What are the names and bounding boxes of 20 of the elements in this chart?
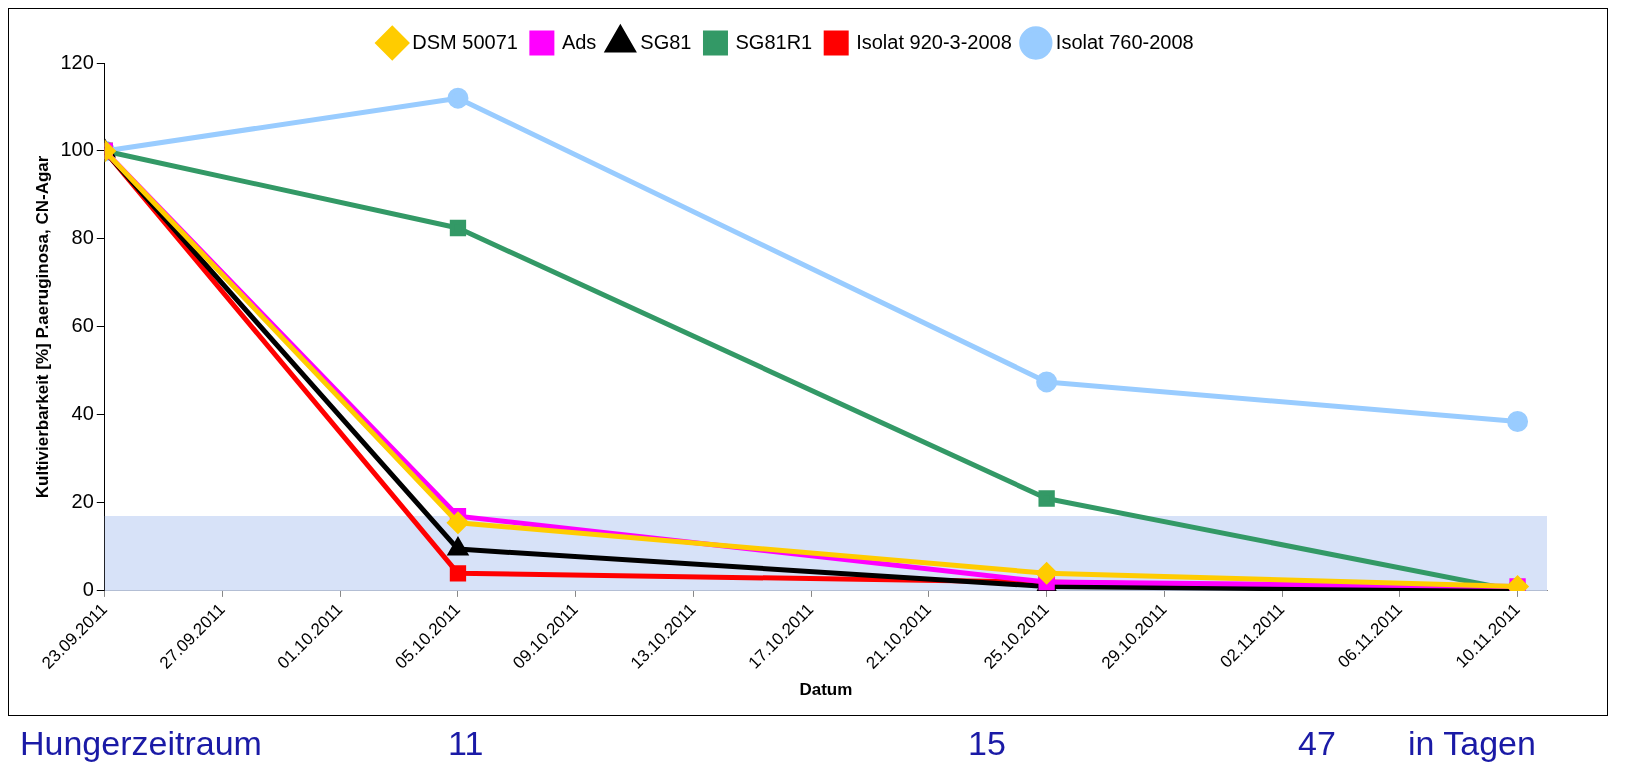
y-tick-label: 40 [71, 402, 94, 425]
y-tick-label: 80 [71, 226, 94, 249]
y-tick-label: 60 [71, 314, 94, 337]
legend-label: SG81 [640, 30, 692, 53]
y-axis-title: Kultivierbarkeit [%] P.aeruginosa, CN-Agar [32, 155, 52, 499]
text: in Tagen [1408, 724, 1536, 763]
legend-label: DSM 50071 [412, 30, 518, 53]
y-tick-label: 100 [60, 138, 94, 161]
text: 11 [448, 724, 484, 763]
y-tick-label: 120 [60, 50, 94, 73]
legend-label: SG81R1 [735, 30, 813, 53]
legend-label: Ads [561, 30, 597, 53]
y-tick-label: 0 [82, 578, 94, 601]
text: 15 [968, 724, 1006, 763]
legend-label: Isolat 920-3-2008 [856, 30, 1012, 53]
y-tick-label: 20 [71, 490, 94, 513]
x-axis-title: Datum [799, 680, 853, 700]
text: Hungerzeitraum [20, 724, 262, 763]
text: 47 [1298, 724, 1336, 763]
legend-label: Isolat 760-2008 [1055, 30, 1194, 53]
